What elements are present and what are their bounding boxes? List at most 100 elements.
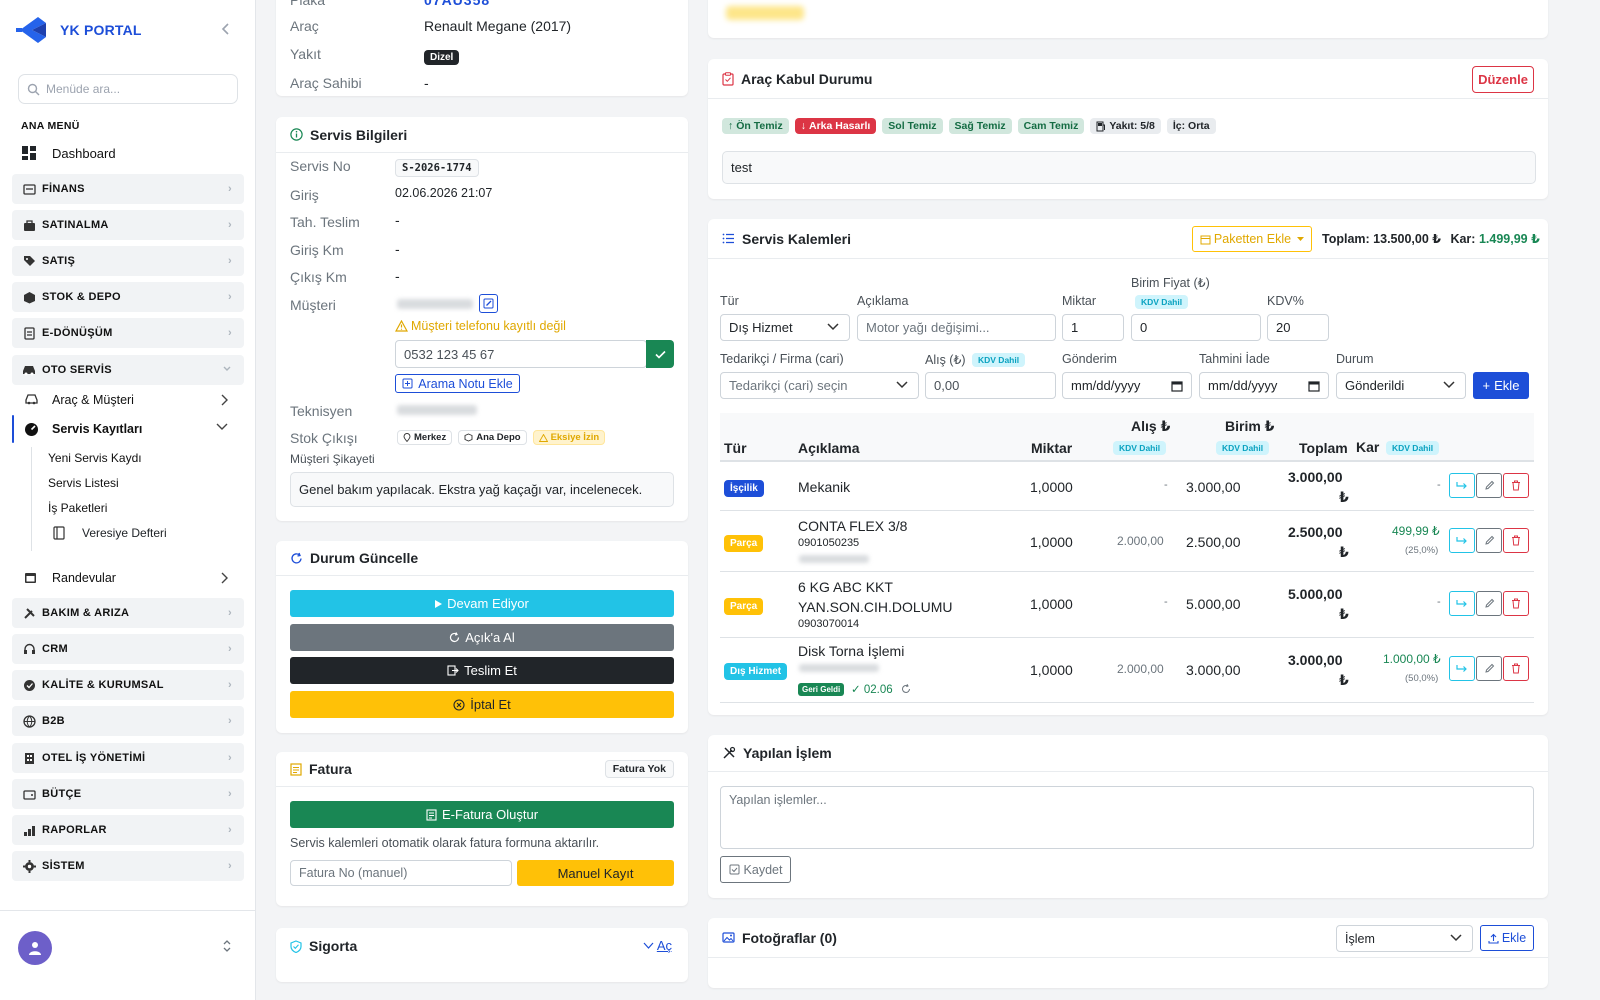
sahibi-value: - [424,75,429,91]
avatar[interactable] [18,931,52,965]
chevron-down-icon [216,423,228,431]
sidebar-item-finans[interactable]: FİNANS › [12,174,244,204]
save-phone-button[interactable] [646,340,674,368]
giris-value: 02.06.2026 21:07 [395,186,493,200]
sidebar-item-e-donusum[interactable]: E-DÖNÜŞÜM › [12,318,244,348]
edit-row-button[interactable] [1476,656,1502,681]
e-fatura-button[interactable]: E-Fatura Oluştur [290,801,674,828]
sidebar-item-arac-musteri[interactable]: Araç & Müşteri [12,386,244,414]
sidebar-item-satis[interactable]: SATIŞ › [12,246,244,276]
devam-ediyor-button[interactable]: Devam Ediyor [290,590,674,617]
manuel-kayit-button[interactable]: Manuel Kayıt [517,860,674,886]
sidebar-item-yeni-servis[interactable]: Yeni Servis Kaydı [48,451,142,465]
return-button[interactable] [1449,591,1475,616]
aciklama-input[interactable]: Motor yağı değişimi... [857,314,1056,341]
iade-date[interactable]: mm/dd/yyyy [1199,372,1329,399]
kdv-input[interactable]: 20 [1267,314,1329,341]
brand[interactable]: YK PORTAL [16,12,142,48]
paketten-ekle-button[interactable]: Paketten Ekle [1192,226,1312,252]
sidebar-item-bakim-ariza[interactable]: BAKIM & ARIZA › [12,598,244,628]
card-header: Araç Kabul Durumu Düzenle [708,59,1548,99]
sidebar-item-oto-servis[interactable]: OTO SERVİS [12,355,244,385]
sigorta-toggle[interactable]: Aç [643,938,672,953]
return-button[interactable] [1449,473,1475,498]
phone-input[interactable]: 0532 123 45 67 [395,340,647,368]
phone-warning-text: Müşteri telefonu kayıtlı değil [411,319,566,333]
kabul-edit-button[interactable]: Düzenle [1472,66,1534,93]
sidebar-item-servis-listesi[interactable]: Servis Listesi [48,476,119,490]
geri-geldi-badge: Geri Geldi [798,683,845,696]
sidebar-item-raporlar[interactable]: RAPORLAR › [12,815,244,845]
kaydet-button[interactable]: Kaydet [720,856,791,883]
sidebar-item-satinalma[interactable]: SATINALMA › [12,210,244,240]
calendar-icon[interactable] [1308,380,1320,392]
sidebar-item-label: SATINALMA [42,219,109,231]
sidebar-item-servis-kayitlari[interactable]: Servis Kayıtları [12,415,244,443]
card-header: Servis Kalemleri Paketten Ekle Toplam: 1… [708,219,1548,259]
menu-search-input[interactable]: Menüde ara... [18,74,238,104]
caret-down-icon [1297,236,1305,241]
return-button[interactable] [1449,656,1475,681]
sidebar-item-randevular[interactable]: Randevular [12,564,244,592]
fatura-info: Servis kalemleri otomatik olarak fatura … [290,836,600,850]
edit-row-button[interactable] [1476,473,1502,498]
row-alis: 2.000,00 [1117,534,1164,548]
button-label: Ekle [1501,931,1527,945]
acik-al-button[interactable]: Açık'a Al [290,624,674,651]
sigorta-toggle-label: Aç [656,938,672,953]
yakit-label: Yakıt [290,46,321,62]
iptal-et-button[interactable]: İptal Et [290,691,674,718]
sidebar-item-dashboard[interactable]: Dashboard [12,138,244,168]
toplam-value: 13.500,00 ₺ [1373,232,1441,246]
giris-label: Giriş [290,187,319,203]
calendar-icon[interactable] [1171,380,1183,392]
kabul-tag-label: Sol Temiz [888,120,937,132]
chevron-right-icon: › [228,715,232,727]
foto-category-select[interactable]: İşlem [1336,925,1473,952]
collapse-sidebar-icon[interactable] [220,22,232,36]
return-button[interactable] [1449,528,1475,553]
edit-row-button[interactable] [1476,591,1502,616]
gonderim-date[interactable]: mm/dd/yyyy [1062,372,1192,399]
miktar-input[interactable]: 1 [1062,314,1124,341]
sidebar-item-kalite[interactable]: KALİTE & KURUMSAL › [12,670,244,700]
foto-ekle-button[interactable]: Ekle [1480,925,1534,951]
sidebar-item-label: OTEL İŞ YÖNETİMİ [42,752,146,764]
edit-row-button[interactable] [1476,528,1502,553]
receipt-icon [290,762,302,776]
headset-icon [22,642,36,656]
alis-input[interactable]: 0,00 [925,372,1056,399]
tedarikci-select[interactable]: Tedarikçi (cari) seçin [720,372,919,399]
sidebar-item-butce[interactable]: BÜTÇE › [12,779,244,809]
delete-row-button[interactable] [1503,473,1529,498]
sikayet-text[interactable]: Genel bakım yapılacak. Ekstra yağ kaçağı… [290,472,674,507]
chevron-updown-icon[interactable] [222,939,232,953]
teslim-et-button[interactable]: Teslim Et [290,657,674,684]
sidebar-item-is-paketleri[interactable]: İş Paketleri [48,501,108,515]
sidebar-item-b2b[interactable]: B2B › [12,706,244,736]
yapilan-card: Yapılan İşlem Yapılan işlemler... Kaydet [708,735,1548,898]
card-title: Sigorta [309,938,358,954]
kabul-tag: İç: Orta [1166,118,1216,134]
pin-icon [403,433,411,442]
sidebar-item-stok-depo[interactable]: STOK & DEPO › [12,282,244,312]
tur-select[interactable]: Dış Hizmet [720,314,850,341]
plaka-value: 07AU358 [424,0,491,8]
fatura-no-input[interactable]: Fatura No (manuel) [290,860,512,886]
save-icon [729,864,740,875]
undo-icon[interactable] [901,684,911,694]
delete-row-button[interactable] [1503,656,1529,681]
delete-row-button[interactable] [1503,591,1529,616]
edit-customer-button[interactable] [479,294,498,313]
arama-notu-button[interactable]: Arama Notu Ekle [395,374,520,393]
birim-fiyat-input[interactable]: 0 [1131,314,1261,341]
sidebar-item-crm[interactable]: CRM › [12,634,244,664]
yapilan-textarea[interactable]: Yapılan işlemler... [720,786,1534,849]
sidebar-item-otel[interactable]: OTEL İŞ YÖNETİMİ › [12,743,244,773]
sidebar-item-sistem[interactable]: SİSTEM › [12,851,244,881]
delete-row-button[interactable] [1503,528,1529,553]
durum-select[interactable]: Gönderildi [1336,372,1466,399]
th-aciklama: Açıklama [798,440,860,456]
ekle-button[interactable]: + Ekle [1473,372,1529,399]
sidebar-item-veresiye[interactable]: Veresiye Defteri [53,526,167,540]
